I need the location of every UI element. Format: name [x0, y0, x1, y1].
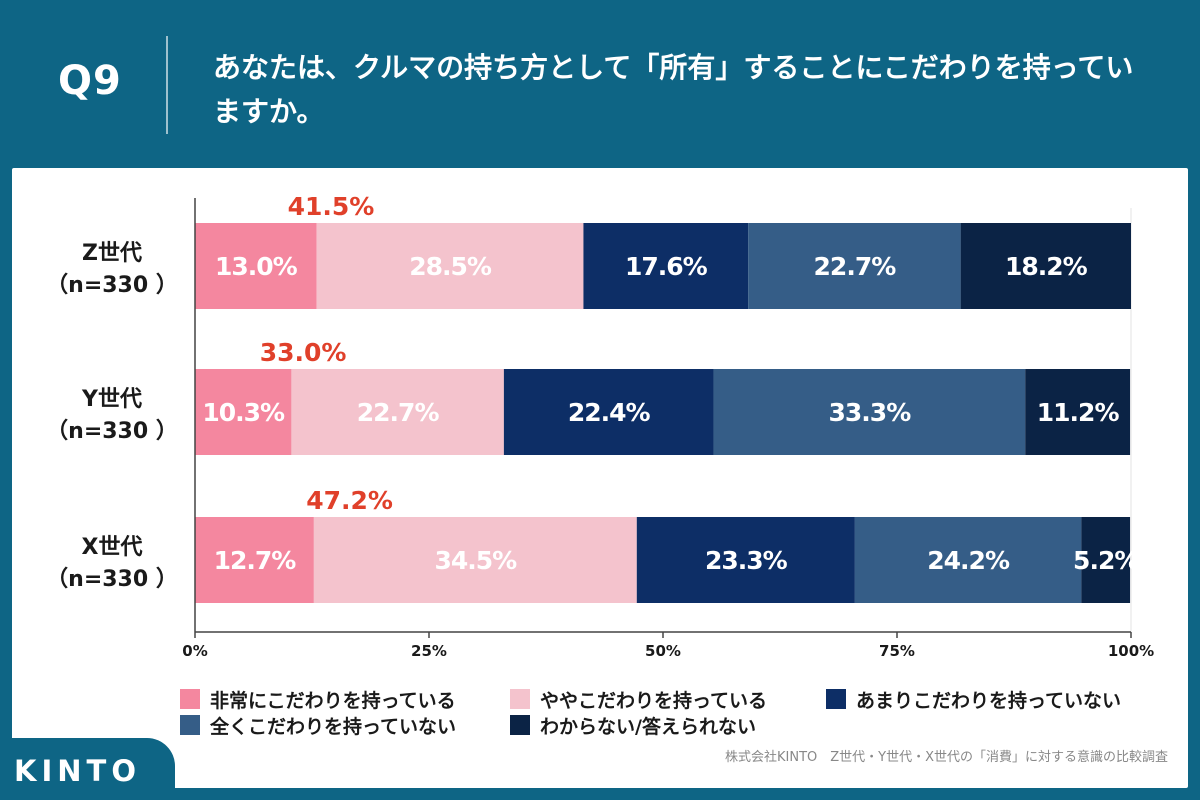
bar-segment [195, 223, 317, 309]
annotation-total: 47.2% [306, 486, 393, 515]
legend-swatch [180, 689, 200, 709]
source-note: 株式会社KINTO Z世代・Y世代・X世代の「消費」に対する意識の比較調査 [724, 750, 1168, 765]
legend-swatch [510, 689, 530, 709]
data-label: 28.5% [409, 252, 492, 281]
x-tick-label: 100% [1108, 642, 1154, 660]
legend-item: 全くこだわりを持っていない [180, 712, 510, 739]
data-label: 17.6% [625, 252, 708, 281]
legend: 非常にこだわりを持っている ややこだわりを持っている あまりこだわりを持っていな… [180, 686, 1180, 738]
bar-segment [291, 369, 504, 455]
annotation-total: 33.0% [260, 338, 347, 367]
question-id: Q9 [58, 58, 122, 104]
legend-label: 非常にこだわりを持っている [210, 689, 456, 712]
bar-segment [316, 223, 584, 309]
bar-segment [1081, 517, 1131, 603]
legend-item: ややこだわりを持っている [510, 686, 826, 713]
data-label: 13.0% [215, 252, 298, 281]
bar-segment [960, 223, 1131, 309]
bar-segment [713, 369, 1026, 455]
data-label: 11.2% [1037, 398, 1120, 427]
x-tick-label: 50% [645, 642, 681, 660]
legend-row-1: 非常にこだわりを持っている ややこだわりを持っている あまりこだわりを持っていな… [180, 686, 1180, 712]
legend-item: 非常にこだわりを持っている [180, 686, 510, 713]
data-label: 22.7% [357, 398, 440, 427]
category-label: （n=330 ） [46, 419, 178, 444]
legend-item: あまりこだわりを持っていない [826, 686, 1121, 713]
logo-text: KINTO [14, 754, 141, 788]
data-label: 12.7% [214, 546, 297, 575]
annotation-total: 41.5% [288, 192, 375, 221]
bar-segment [195, 369, 292, 455]
header: Q9 あなたは、クルマの持ち方として「所有」することにこだわりを持っていますか。 [0, 0, 1200, 168]
question-text: あなたは、クルマの持ち方として「所有」することにこだわりを持っていますか。 [213, 51, 1134, 128]
bar-segment [583, 223, 749, 309]
data-label: 24.2% [927, 546, 1010, 575]
category-label: Y世代 [81, 387, 142, 412]
legend-swatch [180, 715, 200, 735]
legend-item: わからない/答えられない [510, 712, 756, 739]
kinto-logo: KINTO [0, 738, 175, 800]
data-label: 18.2% [1005, 252, 1088, 281]
x-tick-label: 25% [411, 642, 447, 660]
data-label: 23.3% [705, 546, 788, 575]
category-label: （n=330 ） [46, 567, 178, 592]
category-label: （n=330 ） [46, 273, 178, 298]
data-label: 34.5% [434, 546, 517, 575]
legend-label: ややこだわりを持っている [540, 689, 768, 712]
bar-segment [854, 517, 1082, 603]
data-label: 10.3% [202, 398, 285, 427]
bar-segment [1025, 369, 1131, 455]
bar-segment [503, 369, 714, 455]
chart-panel: 13.0% 28.5% 17.6% 22.7% 18.2% 41.5% Z世代 （n=330 … [12, 168, 1188, 788]
category-label: Z世代 [82, 241, 142, 266]
data-label: 22.7% [814, 252, 897, 281]
bar-segment [195, 517, 314, 603]
legend-label: 全くこだわりを持っていない [210, 715, 457, 738]
legend-row-2: 全くこだわりを持っていない わからない/答えられない [180, 712, 1180, 738]
x-tick-label: 75% [879, 642, 915, 660]
bar-segment [636, 517, 855, 603]
header-divider [166, 36, 168, 134]
bar-segment [313, 517, 637, 603]
data-label: 22.4% [568, 398, 651, 427]
data-label: 33.3% [829, 398, 912, 427]
legend-swatch [826, 689, 846, 709]
legend-label: わからない/答えられない [540, 715, 756, 738]
bar-segment [748, 223, 961, 309]
data-label: 5.2% [1073, 546, 1139, 575]
category-label: X世代 [82, 535, 143, 560]
legend-label: あまりこだわりを持っていない [856, 689, 1122, 712]
stacked-bar-chart: 13.0% 28.5% 17.6% 22.7% 18.2% 41.5% Z世代 （n=330 … [46, 192, 1154, 660]
x-tick-label: 0% [182, 642, 207, 660]
legend-swatch [510, 715, 530, 735]
